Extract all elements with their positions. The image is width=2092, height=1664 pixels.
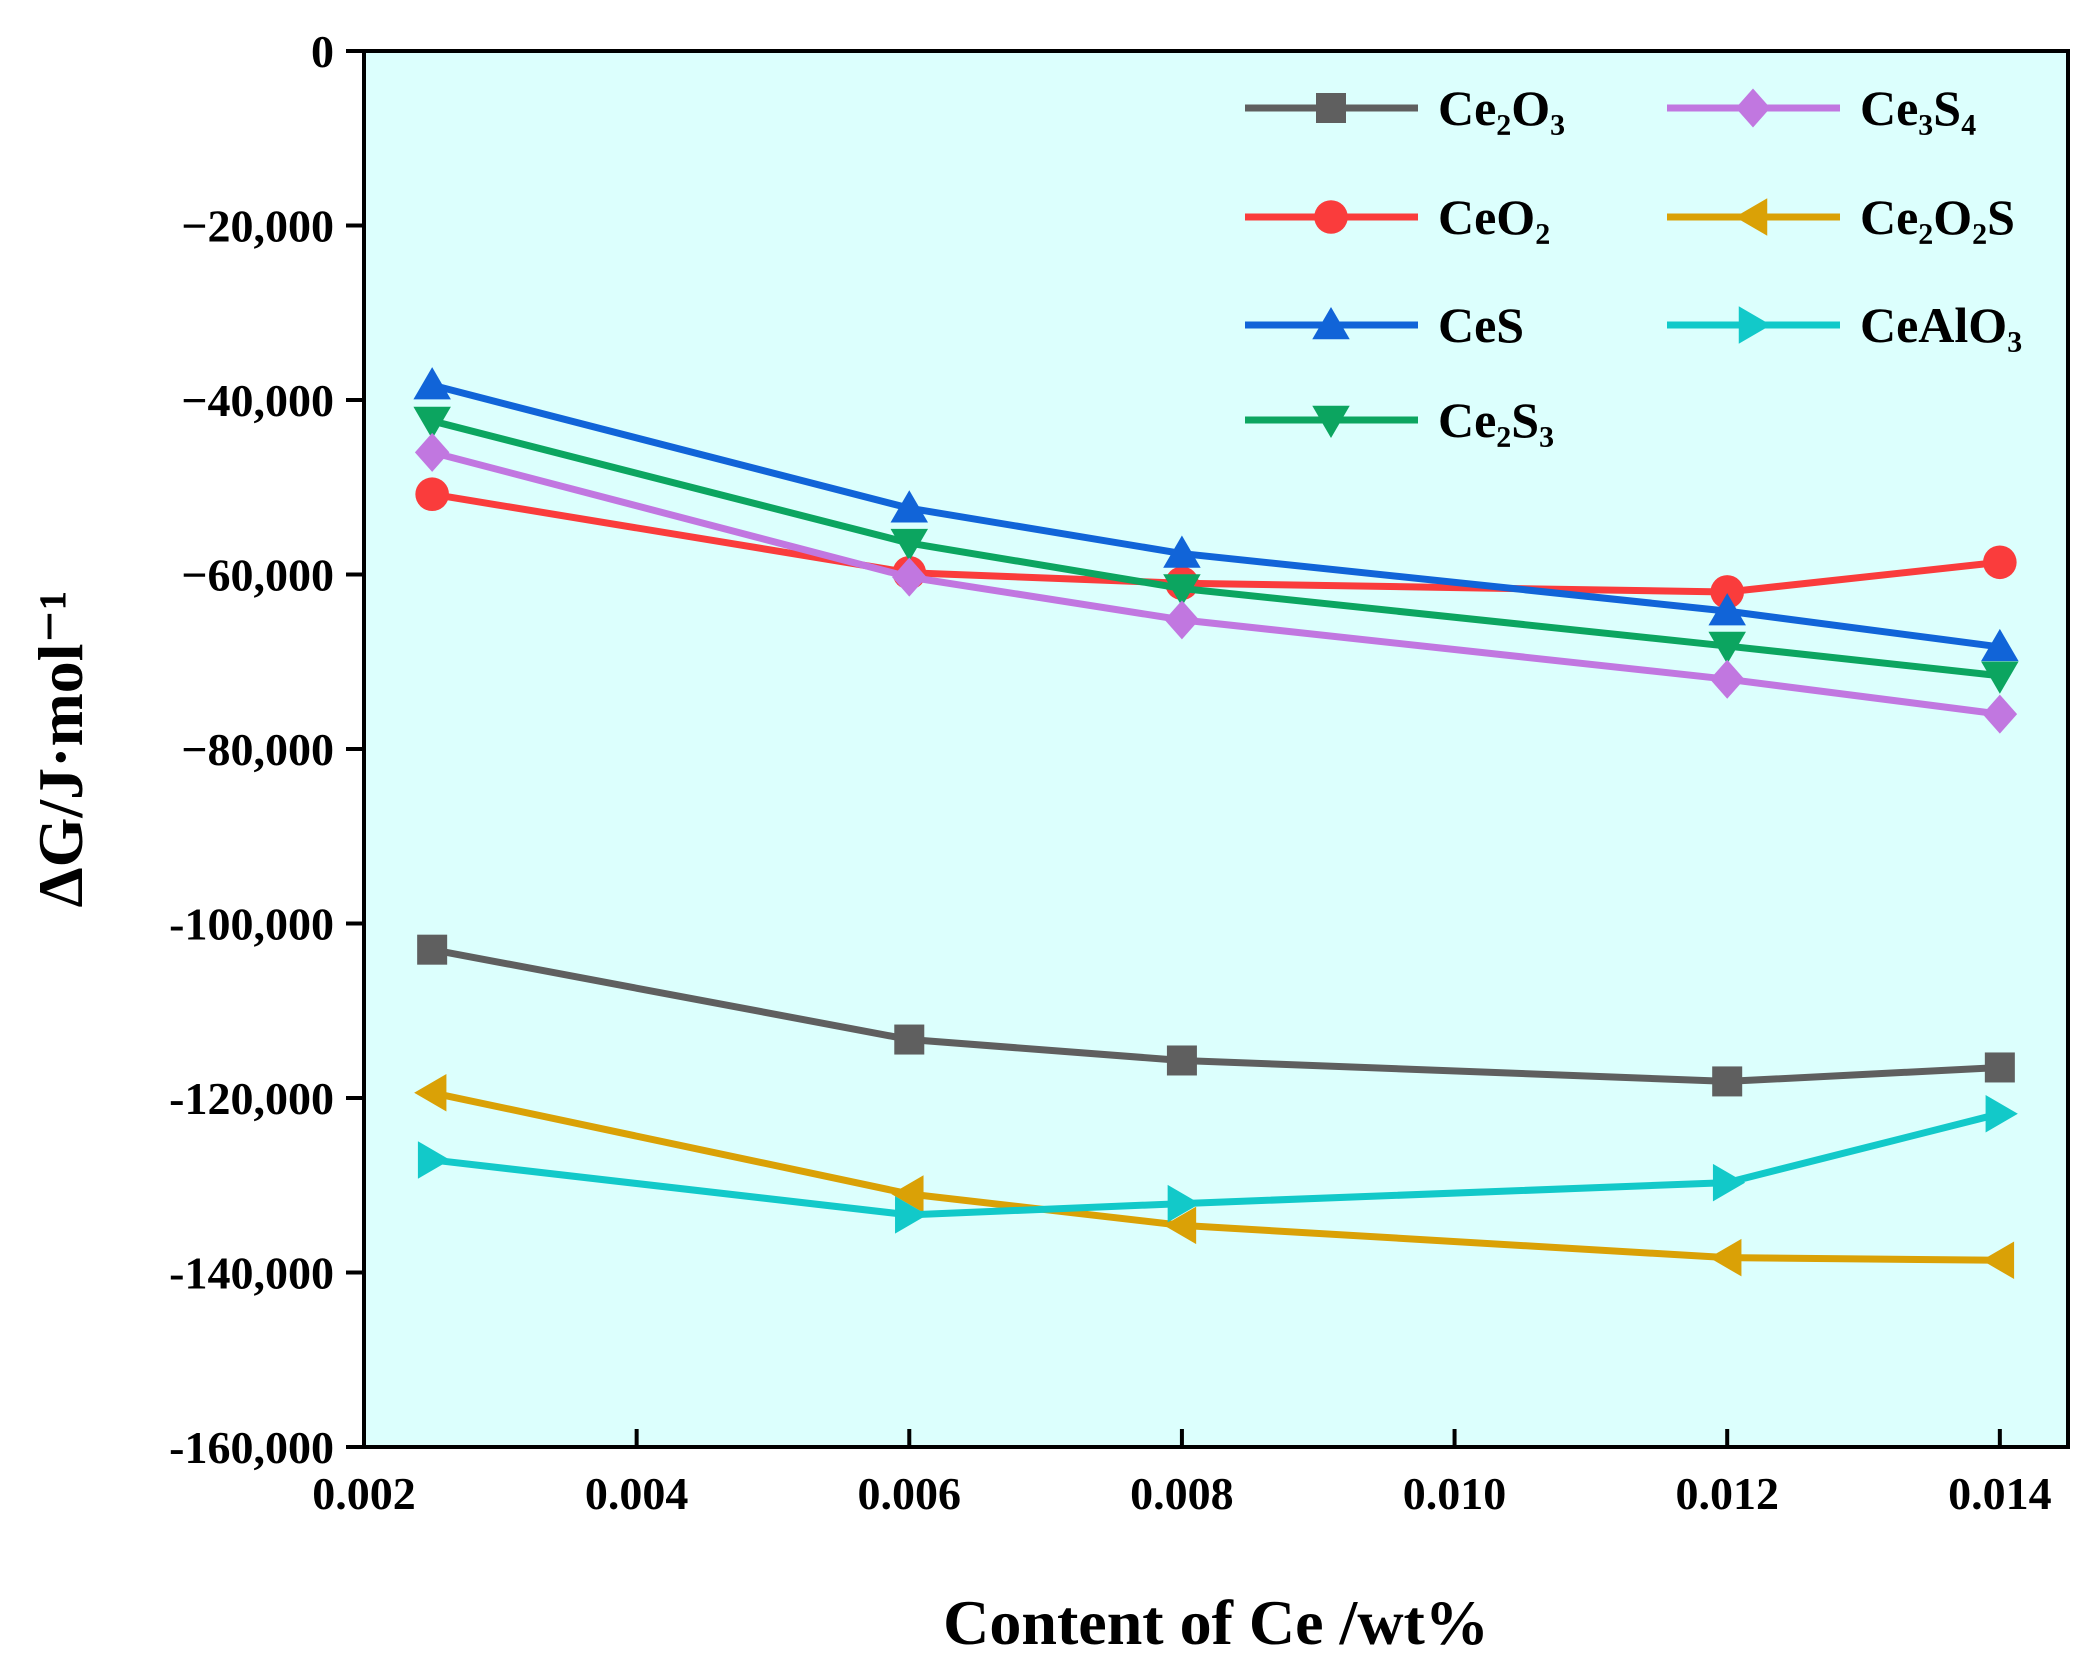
series-4 (413, 406, 2019, 694)
legend-label: Ce₂S₃ (1438, 392, 1554, 448)
y-axis-title: ΔG/J·mol⁻¹ (25, 590, 96, 907)
data-point (1981, 628, 2019, 662)
data-point (1981, 661, 2019, 694)
y-tick-label: -140,000 (169, 1248, 334, 1299)
legend-marker (1735, 88, 1771, 128)
data-point (894, 1024, 925, 1055)
data-point (415, 477, 449, 512)
y-tick-label: −40,000 (181, 375, 334, 426)
data-point (1166, 1045, 1197, 1076)
legend-item: Ce₃S₄ (1667, 80, 1976, 136)
data-point (1163, 574, 1201, 607)
data-point (1709, 1238, 1742, 1277)
legend-item: Ce₂O₃ (1245, 80, 1565, 136)
data-point (417, 934, 448, 965)
legend-item: CeAlO₃ (1667, 297, 2022, 353)
data-point (1985, 1094, 2018, 1133)
legend-item: Ce₂S₃ (1245, 392, 1554, 448)
legend-label: CeO₂ (1438, 189, 1550, 245)
x-axis: 0.002 0.004 0.006 0.008 0.010 0.012 0.014 (312, 1429, 2052, 1519)
series-3 (413, 367, 2019, 662)
data-point (1708, 593, 1746, 626)
data-point (1708, 631, 1746, 665)
legend-label: CeAlO₃ (1860, 297, 2022, 353)
data-point (1710, 575, 1744, 609)
y-tick-label: -100,000 (169, 899, 334, 950)
data-point (1712, 1163, 1746, 1202)
data-point (1982, 694, 2018, 734)
data-point (417, 1141, 451, 1179)
x-tick-label: 0.008 (1130, 1468, 1234, 1519)
data-point (1981, 1241, 2015, 1280)
data-point (1167, 1184, 1200, 1223)
y-tick-label: −60,000 (181, 550, 334, 601)
x-axis-title: Content of Ce /wt% (943, 1587, 1489, 1658)
series-5 (414, 432, 2018, 734)
x-tick-label: 0.012 (1675, 1468, 1779, 1519)
legend-item: Ce₂O₂S (1667, 189, 2015, 245)
legend-marker (1735, 198, 1768, 236)
series-7 (417, 1094, 2018, 1234)
series-1 (417, 934, 2015, 1097)
x-tick-label: 0.014 (1948, 1468, 2052, 1519)
legend-label: Ce₂O₃ (1438, 80, 1565, 136)
data-point (1164, 600, 1200, 640)
series-layer (413, 367, 2019, 1280)
y-tick-label: 0 (311, 26, 334, 77)
data-point (890, 528, 929, 562)
data-point (413, 367, 451, 400)
data-point (1163, 1206, 1197, 1245)
data-point (1712, 1066, 1743, 1097)
data-point (413, 406, 451, 439)
data-point (1983, 545, 2017, 580)
legend-marker (1316, 93, 1346, 123)
series-6 (414, 1074, 2015, 1280)
x-tick-label: 0.006 (858, 1468, 962, 1519)
y-tick-label: −20,000 (181, 201, 334, 252)
data-point (892, 557, 927, 597)
x-tick-label: 0.004 (585, 1468, 689, 1519)
data-point (890, 490, 929, 523)
y-tick-label: −80,000 (181, 724, 334, 775)
data-point (414, 1074, 447, 1112)
legend-item: CeO₂ (1245, 189, 1550, 245)
legend-marker (1314, 200, 1348, 234)
x-tick-label: 0.010 (1403, 1468, 1507, 1519)
y-tick-label: -120,000 (169, 1073, 334, 1124)
legend-item: CeS (1245, 297, 1524, 353)
y-tick-label: -160,000 (169, 1422, 334, 1473)
legend-marker (1738, 306, 1771, 344)
legend-marker (1312, 405, 1350, 438)
y-axis: 0 −20,000 −40,000 −60,000 −80,000 -100,000 -12… (169, 26, 364, 1473)
data-point (414, 432, 450, 472)
legend-marker (1312, 307, 1350, 340)
data-point (891, 1175, 924, 1213)
legend-label: Ce₃S₄ (1860, 80, 1976, 136)
legend: Ce₂O₃ CeO₂ CeS Ce₂S₃ Ce₃S₄ Ce₂O₂S CeAlO₃ (1245, 80, 2022, 448)
data-point (1709, 659, 1745, 699)
plot-background (364, 51, 2068, 1447)
legend-label: CeS (1438, 297, 1524, 353)
data-point (1984, 1052, 2015, 1083)
x-tick-label: 0.002 (312, 1468, 416, 1519)
data-point (895, 1196, 928, 1234)
data-point (1163, 535, 1201, 568)
legend-label: Ce₂O₂S (1860, 189, 2015, 245)
